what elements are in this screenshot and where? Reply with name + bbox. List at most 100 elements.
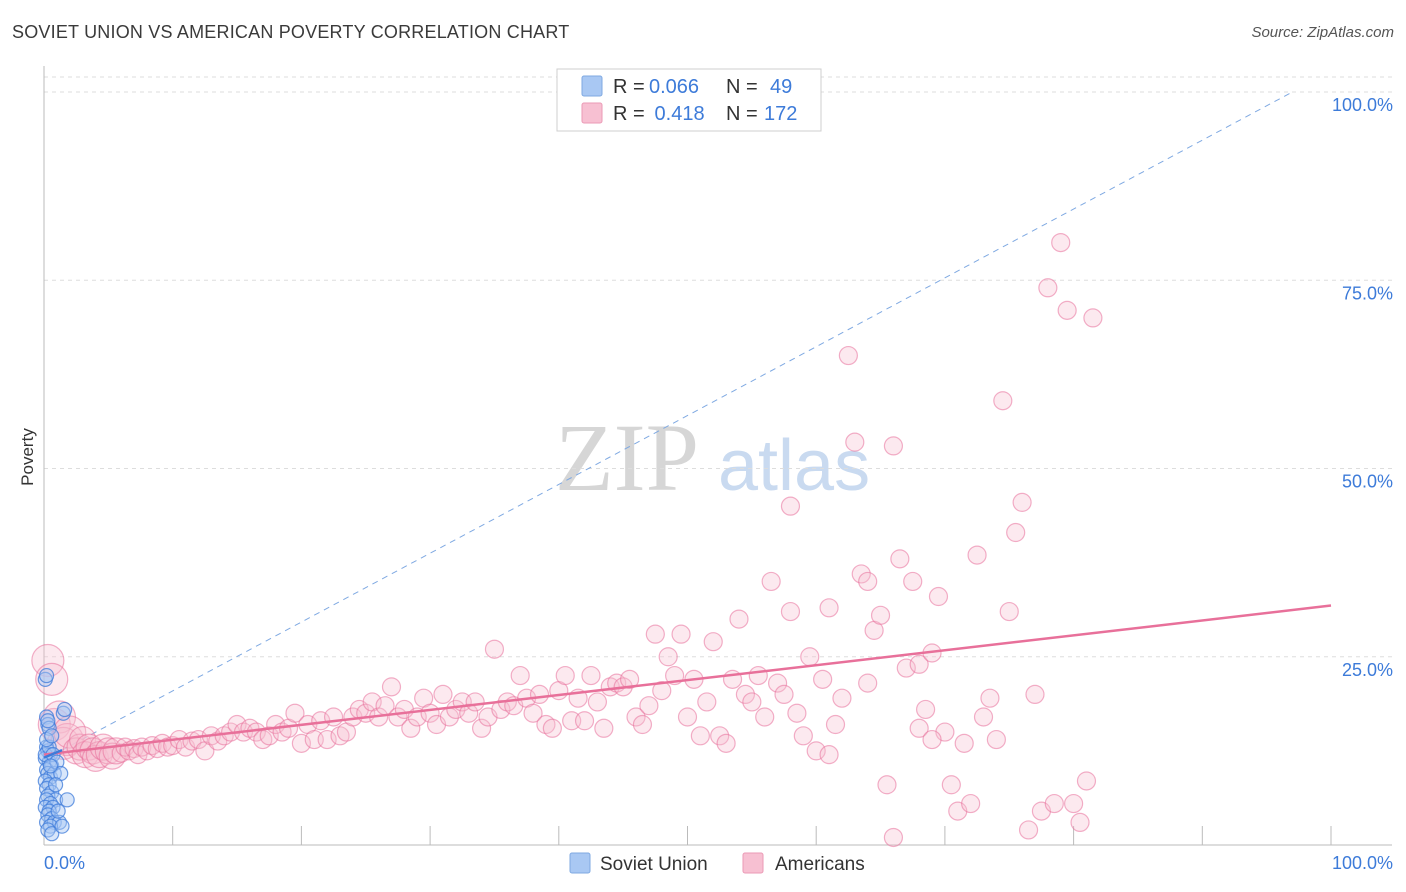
american-point	[381, 677, 402, 697]
american-point	[465, 692, 485, 712]
american-point	[748, 665, 768, 686]
legend-r-value-americans: 0.418	[649, 103, 705, 125]
legend-r-value-soviet: 0.066	[649, 76, 699, 98]
american-point	[1063, 793, 1084, 814]
y-tick-label-3: 100.0%	[1332, 95, 1393, 115]
y-tick-label-0: 25.0%	[1342, 660, 1393, 680]
american-point	[909, 654, 929, 674]
american-point	[877, 775, 897, 795]
american-point	[652, 681, 672, 701]
y-axis-title: Poverty	[18, 428, 37, 486]
soviet-point	[59, 792, 75, 808]
american-point	[941, 775, 961, 795]
american-point	[735, 684, 756, 705]
american-point	[94, 737, 122, 765]
soviet-point	[56, 701, 73, 718]
american-point	[903, 571, 923, 592]
american-point	[1057, 300, 1077, 320]
american-point	[555, 665, 575, 686]
watermark: ZIP atlas	[555, 404, 870, 511]
bottom-legend-label-americans: Americans	[775, 854, 865, 875]
american-point	[755, 707, 775, 727]
american-point	[742, 692, 762, 712]
american-point	[993, 391, 1013, 411]
bottom-legend-label-soviet: Soviet Union	[600, 854, 708, 875]
american-point	[729, 609, 749, 629]
american-point	[961, 793, 981, 814]
american-point	[883, 827, 904, 848]
american-point	[870, 605, 891, 625]
soviet-point	[42, 758, 59, 774]
trend-lines	[43, 604, 1332, 759]
american-point	[323, 707, 344, 727]
americans-trend-line	[43, 604, 1332, 756]
bottom-legend-swatch-soviet	[569, 852, 591, 874]
american-point	[529, 684, 550, 705]
diagonal-line	[61, 91, 1293, 751]
american-point	[317, 729, 337, 750]
american-point	[774, 684, 794, 705]
american-point	[787, 703, 807, 723]
y-tick-label-1: 50.0%	[1342, 472, 1393, 492]
series-legend: Soviet Union Americans	[569, 852, 865, 875]
american-point	[510, 665, 530, 686]
american-point	[291, 733, 311, 753]
soviet-point	[44, 728, 60, 744]
american-point	[645, 624, 665, 644]
american-point	[1070, 812, 1090, 833]
american-point	[433, 684, 453, 705]
soviet-point	[40, 713, 56, 729]
american-point	[401, 718, 421, 738]
american-point	[819, 598, 839, 618]
american-point	[915, 699, 936, 720]
source-credit: Source: ZipAtlas.com	[1251, 24, 1394, 41]
american-point	[845, 432, 865, 452]
soviet-point	[38, 667, 55, 684]
american-point	[883, 436, 904, 456]
american-point	[523, 703, 543, 723]
american-point	[1044, 793, 1064, 814]
american-point	[838, 345, 858, 366]
correlation-legend: R = 0.066 N = 49 R = 0.418 N = 172	[556, 68, 822, 132]
diagonal-reference-line	[61, 91, 1293, 751]
american-point	[1076, 771, 1097, 791]
american-point	[484, 639, 505, 659]
american-point	[632, 714, 653, 735]
american-point	[980, 688, 1000, 708]
american-point	[574, 711, 595, 731]
soviet-point	[44, 826, 60, 842]
american-point	[954, 733, 974, 753]
american-point	[909, 718, 929, 738]
american-point	[967, 545, 987, 565]
american-point	[542, 718, 562, 738]
legend-n-value-americans: 172	[764, 103, 797, 125]
legend-n-value-soviet: 49	[770, 76, 792, 98]
american-point	[671, 624, 691, 644]
american-point	[858, 673, 878, 693]
legend-n-label-soviet: N =	[726, 76, 758, 98]
x-tick-label-0: 0.0%	[44, 853, 85, 873]
american-point	[858, 571, 878, 592]
american-point	[896, 658, 916, 678]
americans-points	[31, 233, 1103, 848]
gridlines	[44, 76, 1392, 658]
american-point	[999, 601, 1019, 622]
american-point	[1018, 820, 1039, 840]
american-point	[800, 647, 820, 667]
american-point	[767, 673, 788, 693]
soviet-point	[47, 777, 64, 793]
american-point	[973, 707, 994, 727]
american-point	[690, 726, 710, 746]
soviet-trend-line	[43, 748, 63, 759]
soviet-point	[54, 818, 70, 834]
x-tick-label-1: 100.0%	[1332, 853, 1393, 873]
legend-r-label-americans: R =	[613, 103, 645, 125]
american-point	[780, 496, 801, 516]
american-point	[697, 692, 717, 712]
american-point	[825, 714, 846, 735]
american-point	[1051, 233, 1071, 253]
american-point	[147, 739, 167, 759]
american-point	[832, 688, 852, 708]
american-point	[890, 549, 910, 569]
